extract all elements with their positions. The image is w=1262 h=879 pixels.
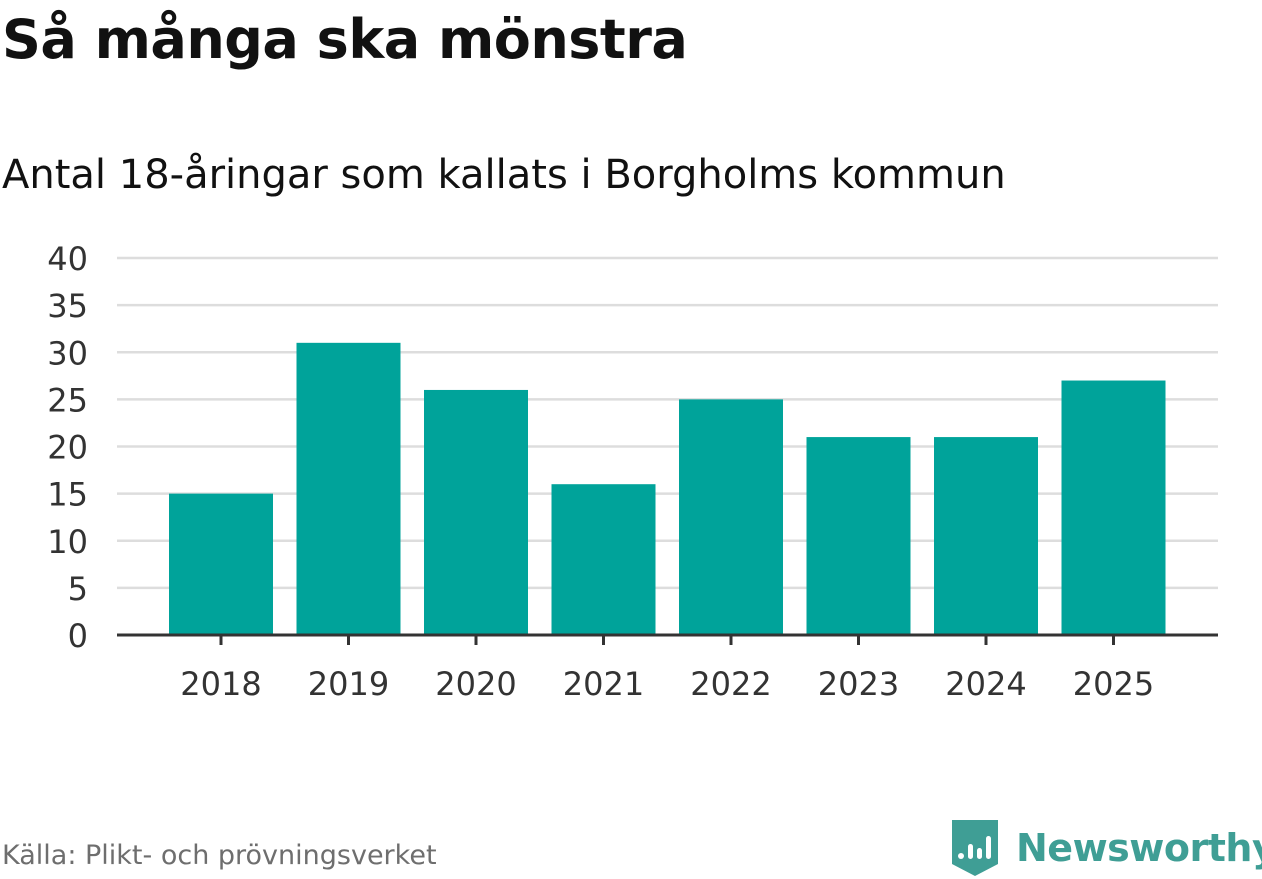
bar-2025 [1061,380,1166,635]
y-tick-label: 15 [47,476,88,514]
x-tick-label: 2024 [945,665,1026,703]
bar-2019 [296,342,401,635]
bar-2022 [679,399,783,635]
bar-2024 [934,437,1038,635]
y-tick-label: 20 [47,429,88,467]
x-tick-label: 2025 [1073,665,1154,703]
grid-lines [117,256,1218,590]
bar-2020 [424,389,528,635]
bars [169,342,1166,635]
y-tick-label: 35 [47,287,88,325]
bar-2018 [169,493,273,635]
brand-name: Newsworthy [1016,826,1262,870]
x-tick-label: 2021 [563,665,644,703]
bar-2021 [551,484,656,635]
y-tick-label: 0 [68,617,88,655]
brand-logo: Newsworthy [950,818,1262,878]
y-tick-label: 30 [47,334,88,372]
x-tick-label: 2022 [690,665,771,703]
y-axis-ticks: 0 5 10 15 20 25 30 35 40 [47,240,88,655]
x-axis-ticks: 2018 2019 2020 2021 2022 2023 2024 2025 [180,665,1154,703]
y-tick-label: 25 [47,381,88,419]
x-tick-label: 2019 [308,665,389,703]
newsworthy-logo-icon [952,820,998,876]
chart-title: Så många ska mönstra [2,8,688,71]
x-tick-label: 2023 [818,665,899,703]
y-tick-label: 40 [47,240,88,278]
x-axis [117,633,1218,645]
y-tick-label: 5 [68,570,88,608]
chart-subtitle: Antal 18-åringar som kallats i Borgholms… [2,152,1006,198]
bar-2023 [806,437,911,635]
y-tick-label: 10 [47,523,88,561]
source-note: Källa: Plikt- och prövningsverket [2,840,437,871]
x-tick-label: 2018 [180,665,261,703]
x-tick-label: 2020 [435,665,516,703]
